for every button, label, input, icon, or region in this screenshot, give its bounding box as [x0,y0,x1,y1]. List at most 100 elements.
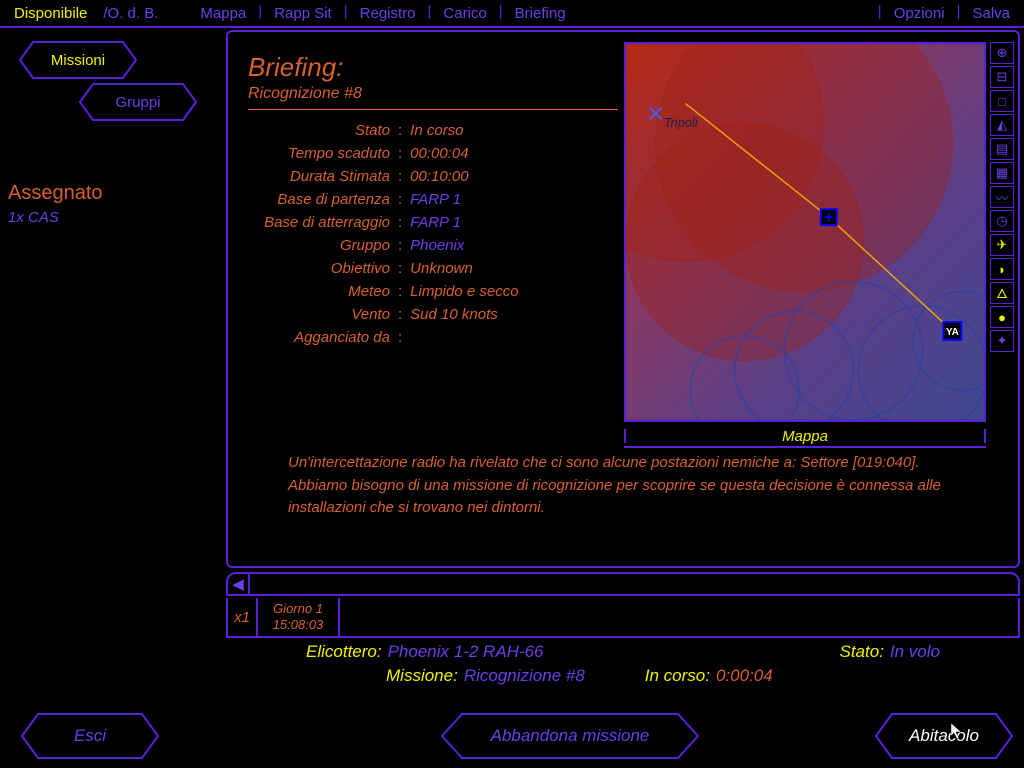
sub-icon[interactable]: ◗ [990,258,1014,280]
map-toolbar: ⊕⊟□◭▤▦〰◷✈◗🜂●✦ [990,42,1014,352]
map-label-bar: Mappa [624,426,986,448]
briefing-row-label: Obiettivo [248,260,398,277]
briefing-row-value: Sud 10 knots [410,306,618,323]
briefing-row: Meteo:Limpido e secco [248,283,618,300]
time-row: x1 Giorno 1 15:08:03 [226,598,1020,638]
nav-opzioni[interactable]: Opzioni [888,3,951,24]
tab-missioni[interactable]: Missioni [18,40,138,80]
briefing-title: Briefing: [248,52,618,83]
nav-registro[interactable]: Registro [354,3,422,24]
time-day-label: Giorno 1 [273,601,323,617]
briefing-row-label: Tempo scaduto [248,145,398,162]
abbandona-button[interactable]: Abbandona missione [440,712,700,760]
top-nav: Disponibile /O. d. B. Mappa | Rapp Sit |… [0,0,1024,28]
grid-icon[interactable]: ▦ [990,162,1014,184]
briefing-row-value: 00:10:00 [410,168,618,185]
assigned-title: Assegnato [8,182,216,205]
lemon-icon[interactable]: ● [990,306,1014,328]
time-day: Giorno 1 15:08:03 [258,598,340,636]
plane-icon[interactable]: ✈ [990,234,1014,256]
nav-rappsit[interactable]: Rapp Sit [268,3,338,24]
briefing-row-value: Limpido e secco [410,283,618,300]
zoom-in-icon[interactable]: ⊕ [990,42,1014,64]
nav-odb[interactable]: /O. d. B. [97,3,164,24]
briefing-row-label: Base di atterraggio [248,214,398,231]
briefing-row: Durata Stimata:00:10:00 [248,168,618,185]
abbandona-label: Abbandona missione [491,726,650,746]
main-panel: Briefing: Ricognizione #8 Stato:In corso… [226,30,1020,568]
nav-disponibile[interactable]: Disponibile [8,3,93,24]
mission-value: Ricognizione #8 [464,666,585,686]
briefing-row-value: FARP 1 [410,214,618,231]
nav-sep: | [497,3,505,24]
tab-gruppi-label: Gruppi [115,94,160,111]
briefing-row-value: 00:00:04 [410,145,618,162]
wave-icon[interactable]: 〰 [990,186,1014,208]
time-speed[interactable]: x1 [228,598,258,636]
status-bar: Elicottero: Phoenix 1-2 RAH-66 Stato: In… [226,640,1020,688]
heli-label: Elicottero: [306,642,382,662]
briefing-row-label: Vento [248,306,398,323]
briefing-row-label: Meteo [248,283,398,300]
time-clock: 15:08:03 [273,617,324,633]
briefing-row: Gruppo:Phoenix [248,237,618,254]
nav-briefing[interactable]: Briefing [509,3,572,24]
progress-value: 0:00:04 [716,666,773,686]
timeline-bar: ◀ [226,572,1020,596]
zoom-out-icon[interactable]: ⊟ [990,66,1014,88]
briefing-row: Vento:Sud 10 knots [248,306,618,323]
briefing-row: Agganciato da: [248,329,618,346]
mission-label: Missione: [386,666,458,686]
nav-sep: | [256,3,264,24]
sidebar: Missioni Gruppi Assegnato 1x CAS [0,30,224,598]
briefing-row-value: FARP 1 [410,191,618,208]
map-label: Mappa [782,428,828,445]
bottom-buttons: Esci Abbandona missione Abitacolo [0,700,1024,760]
esci-label: Esci [74,726,106,746]
square-icon[interactable]: □ [990,90,1014,112]
layer-icon[interactable]: ▤ [990,138,1014,160]
briefing-row-label: Gruppo [248,237,398,254]
assigned-sub: 1x CAS [8,209,216,226]
stato-label: Stato: [839,642,883,662]
briefing-row: Obiettivo:Unknown [248,260,618,277]
briefing-subtitle: Ricognizione #8 [248,85,618,103]
esci-button[interactable]: Esci [20,712,160,760]
abitacolo-button[interactable]: Abitacolo [874,712,1014,760]
briefing-row-label: Stato [248,122,398,139]
briefing-row-value: In corso [410,122,618,139]
svg-text:YA: YA [946,327,959,338]
briefing-row-value [410,329,618,346]
nav-sep: | [426,3,434,24]
briefing-row: Tempo scaduto:00:00:04 [248,145,618,162]
progress-label: In corso: [645,666,710,686]
nav-salva[interactable]: Salva [966,3,1016,24]
tab-missioni-label: Missioni [51,52,105,69]
abitacolo-label: Abitacolo [909,726,979,746]
svg-text:Tripoli: Tripoli [664,115,699,130]
nav-mappa[interactable]: Mappa [194,3,252,24]
heli-value: Phoenix 1-2 RAH-66 [388,642,544,662]
nav-sep: | [876,3,884,24]
briefing-row: Stato:In corso [248,122,618,139]
stato-value: In volo [890,642,940,662]
briefing-body: Un'intercettazione radio ha rivelato che… [288,452,978,520]
heli-icon[interactable]: 🜂 [990,282,1014,304]
nav-carico[interactable]: Carico [437,3,492,24]
briefing-row-label: Durata Stimata [248,168,398,185]
mini-map[interactable]: Tripoli YA [624,42,986,422]
nav-sep: | [342,3,350,24]
timeline-collapse-icon[interactable]: ◀ [228,574,250,594]
briefing-row-label: Agganciato da [248,329,398,346]
briefing-row-value: Phoenix [410,237,618,254]
nav-sep: | [955,3,963,24]
tab-gruppi[interactable]: Gruppi [78,82,198,122]
terrain-icon[interactable]: ◭ [990,114,1014,136]
briefing-row: Base di partenza:FARP 1 [248,191,618,208]
briefing-row-label: Base di partenza [248,191,398,208]
briefing-info: Briefing: Ricognizione #8 Stato:In corso… [248,52,618,352]
clock-icon[interactable]: ◷ [990,210,1014,232]
briefing-row-value: Unknown [410,260,618,277]
briefing-row: Base di atterraggio:FARP 1 [248,214,618,231]
target-icon[interactable]: ✦ [990,330,1014,352]
